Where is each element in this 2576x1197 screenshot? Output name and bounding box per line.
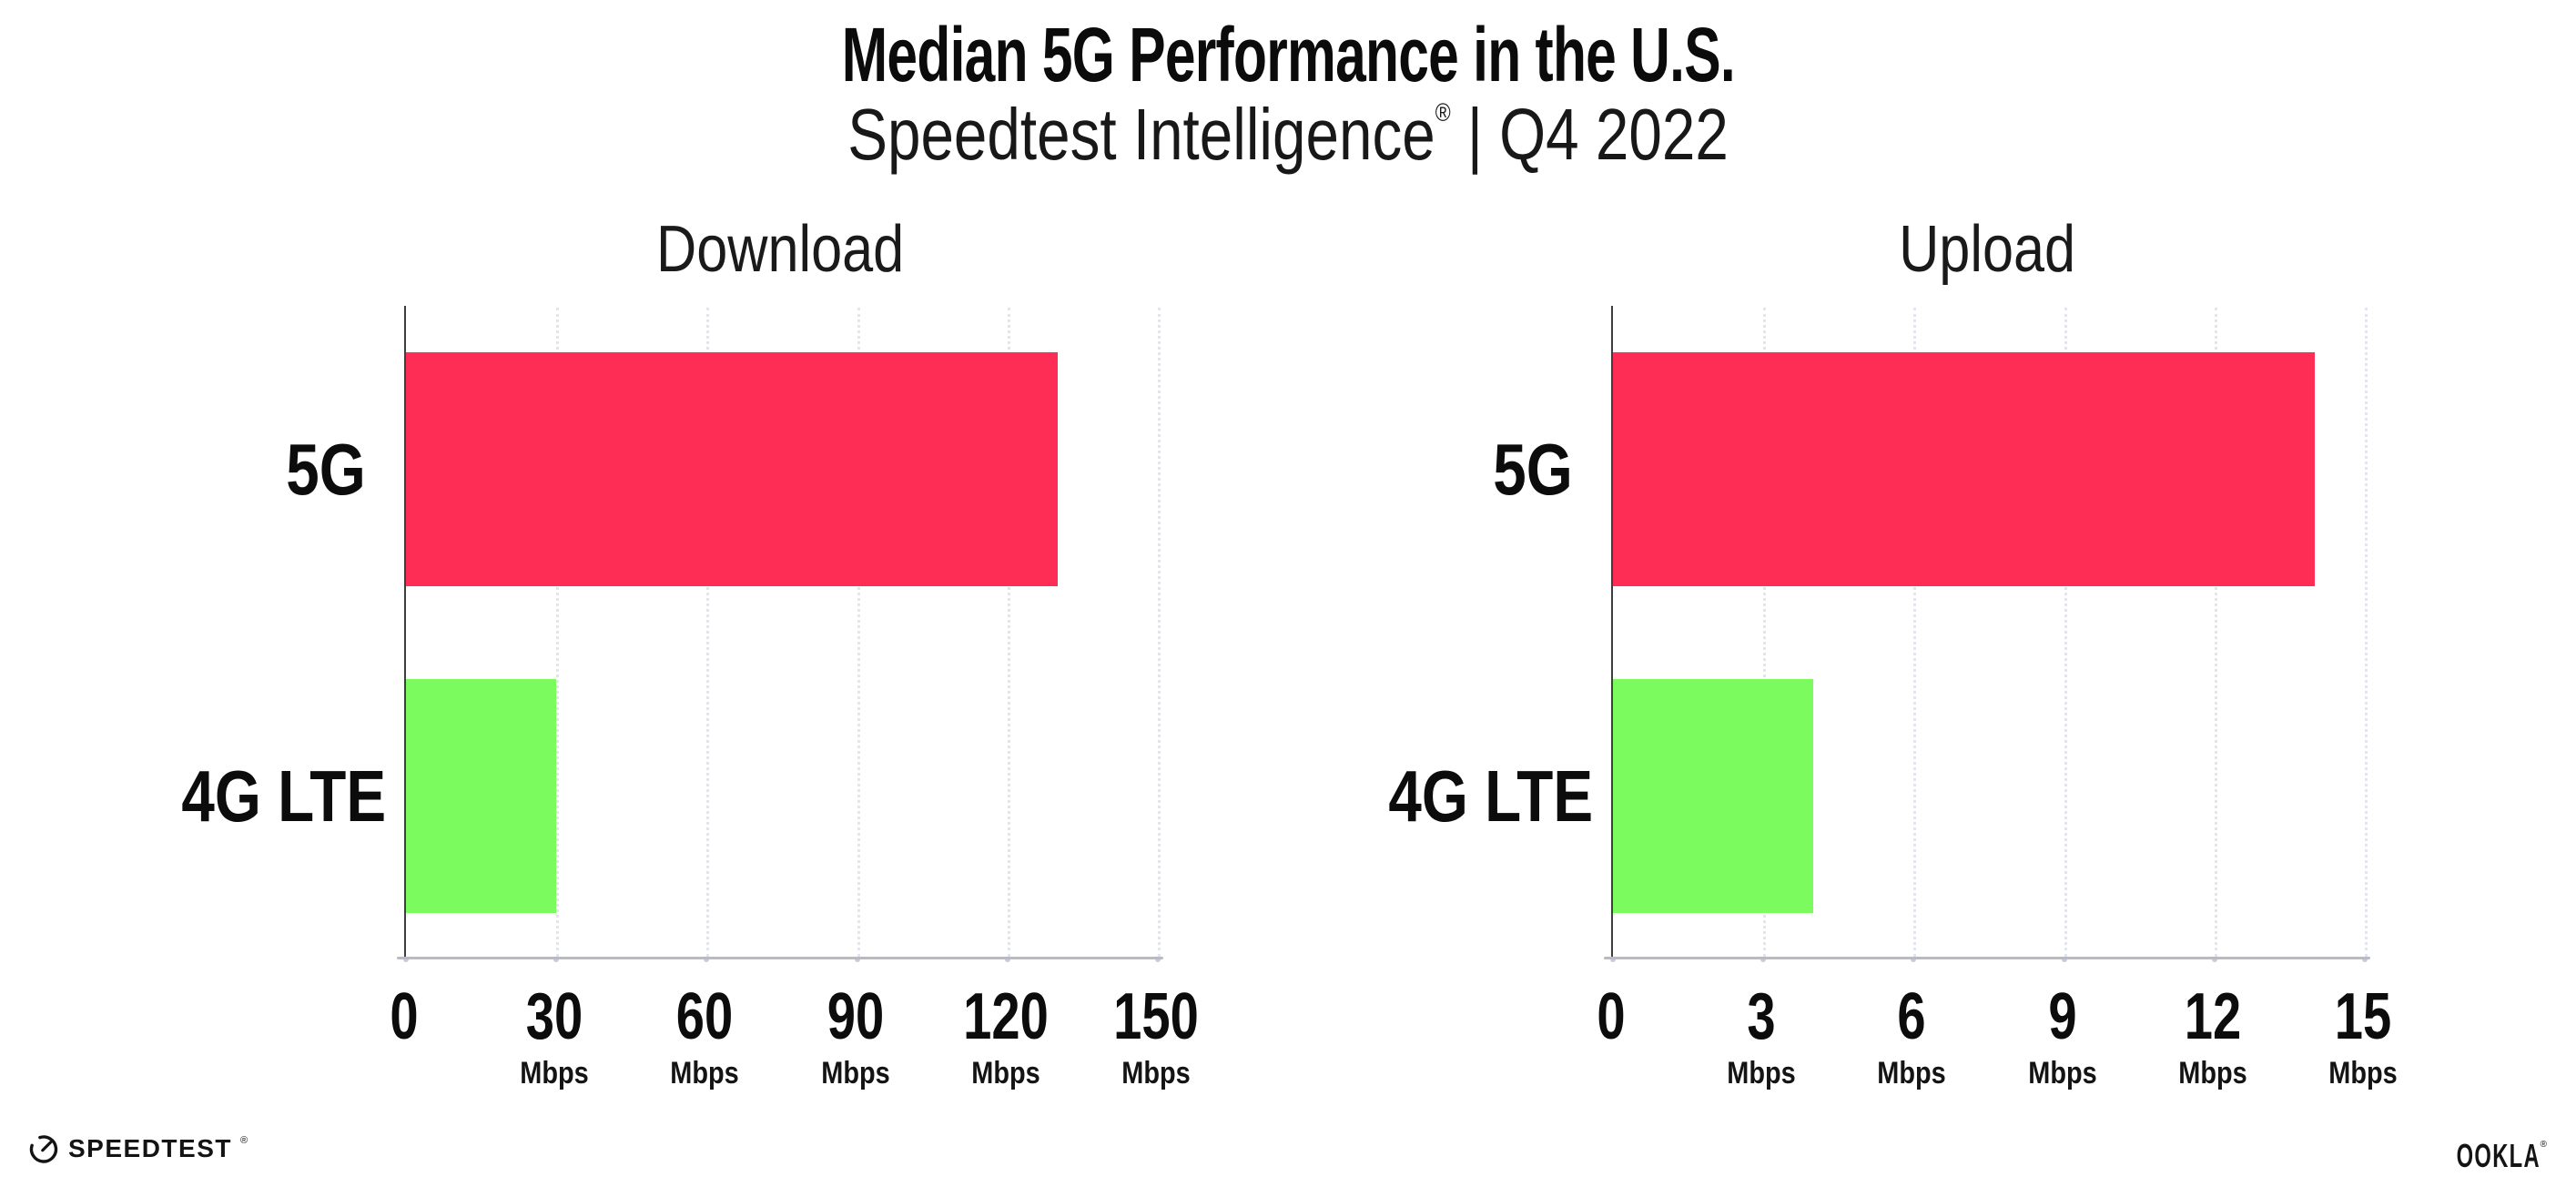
x-axis-line-download bbox=[397, 957, 1163, 959]
gridline-3 bbox=[1763, 308, 1767, 957]
axis-tick-dot-60 bbox=[704, 957, 710, 962]
x-tick-number: 9 bbox=[2047, 980, 2077, 1053]
axis-tick-dot-150 bbox=[1155, 957, 1161, 962]
x-tick-unit: Mbps bbox=[670, 1056, 740, 1090]
axis-tick-dot-9 bbox=[2061, 957, 2067, 962]
speedtest-gauge-icon bbox=[29, 1135, 58, 1163]
x-axis-line-upload bbox=[1604, 957, 2370, 959]
y-axis-label-4g-lte: 4G LTE bbox=[137, 759, 386, 833]
x-tick-number: 120 bbox=[962, 980, 1049, 1053]
x-tick-number: 15 bbox=[2334, 980, 2392, 1053]
gridline-15 bbox=[2365, 308, 2368, 957]
bar-4g-lte bbox=[1613, 679, 1814, 913]
x-tick-unit: Mbps bbox=[1727, 1056, 1796, 1090]
ookla-registered-icon: ® bbox=[2540, 1140, 2547, 1150]
plot-area-upload bbox=[1610, 306, 2368, 962]
gridline-90 bbox=[857, 308, 860, 957]
x-tick-150: 150 Mbps bbox=[1101, 984, 1211, 1089]
x-tick-number: 30 bbox=[525, 980, 583, 1053]
gauge-needle bbox=[41, 1141, 53, 1152]
y-axis-label-5g: 5G bbox=[137, 428, 366, 510]
x-tick-120: 120 Mbps bbox=[951, 984, 1060, 1089]
x-tick-unit: Mbps bbox=[820, 1056, 890, 1090]
x-tick-30: 30 Mbps bbox=[514, 984, 595, 1089]
x-tick-9: 9 Mbps bbox=[2022, 984, 2103, 1089]
speedtest-wordmark: SPEEDTEST bbox=[68, 1134, 232, 1162]
x-tick-unit: Mbps bbox=[2027, 1056, 2097, 1090]
x-tick-unit: Mbps bbox=[520, 1056, 589, 1090]
subtitle-brand: Speedtest Intelligence bbox=[847, 94, 1435, 175]
gauge-arc bbox=[29, 1135, 58, 1163]
page-title-text: Median 5G Performance in the U.S. bbox=[841, 12, 1735, 97]
x-tick-number: 90 bbox=[827, 980, 884, 1053]
chart-title-upload: Upload bbox=[1611, 217, 2363, 282]
x-tick-unit: Mbps bbox=[2178, 1056, 2247, 1090]
chart-title-download-text: Download bbox=[655, 213, 905, 286]
x-tick-3: 3 Mbps bbox=[1721, 984, 1802, 1089]
x-axis-ticks-download: 0 30 Mbps 60 Mbps 90 Mbps 120 Mbps 150 Mbps bbox=[390, 984, 1198, 1121]
axis-tick-dot-12 bbox=[2211, 957, 2217, 962]
gridline-60 bbox=[706, 308, 710, 957]
x-tick-6: 6 Mbps bbox=[1871, 984, 1952, 1089]
x-tick-15: 15 Mbps bbox=[2323, 984, 2404, 1089]
axis-tick-dot-0 bbox=[403, 957, 409, 962]
axis-tick-dot-90 bbox=[854, 957, 860, 962]
y-axis-label-4g-lte: 4G LTE bbox=[1344, 759, 1593, 833]
bar-4g-lte bbox=[406, 679, 557, 913]
x-axis-ticks-upload: 0 3 Mbps 6 Mbps 9 Mbps 12 Mbps 15 Mbps bbox=[1597, 984, 2397, 1121]
bar-5g bbox=[406, 352, 1058, 586]
gridline-12 bbox=[2214, 308, 2217, 957]
ookla-logo: OOKLA ® bbox=[2413, 1140, 2547, 1172]
y-axis-label-text: 4G LTE bbox=[181, 755, 387, 837]
x-tick-0: 0 bbox=[386, 984, 422, 1050]
chart-title-upload-text: Upload bbox=[1899, 213, 2075, 286]
x-tick-number: 0 bbox=[1597, 980, 1626, 1053]
subtitle: Speedtest Intelligence® | Q4 2022 bbox=[0, 95, 2576, 175]
x-tick-number: 3 bbox=[1747, 980, 1776, 1053]
x-tick-0: 0 bbox=[1593, 984, 1629, 1050]
speedtest-registered-icon: ® bbox=[239, 1135, 248, 1146]
y-axis-label-text: 5G bbox=[286, 428, 366, 510]
gridline-9 bbox=[2064, 308, 2067, 957]
y-axis-label-5g: 5G bbox=[1344, 428, 1573, 510]
x-tick-unit: Mbps bbox=[2328, 1056, 2398, 1090]
x-tick-number: 60 bbox=[676, 980, 734, 1053]
subtitle-period: | Q4 2022 bbox=[1450, 94, 1729, 175]
x-tick-60: 60 Mbps bbox=[664, 984, 745, 1089]
ookla-wordmark: OOKLA bbox=[2456, 1137, 2541, 1174]
axis-tick-dot-3 bbox=[1760, 957, 1767, 962]
x-tick-12: 12 Mbps bbox=[2172, 984, 2253, 1089]
axis-tick-dot-6 bbox=[1911, 957, 1917, 962]
speedtest-logo: SPEEDTEST ® bbox=[27, 1132, 248, 1165]
axis-tick-dot-15 bbox=[2362, 957, 2368, 962]
x-tick-unit: Mbps bbox=[971, 1056, 1040, 1090]
axis-tick-dot-30 bbox=[553, 957, 560, 962]
axis-tick-dot-120 bbox=[1004, 957, 1010, 962]
subtitle-text: Speedtest Intelligence® | Q4 2022 bbox=[847, 95, 1729, 175]
gridline-120 bbox=[1007, 308, 1010, 957]
y-axis-label-text: 4G LTE bbox=[1388, 755, 1594, 837]
x-tick-90: 90 Mbps bbox=[815, 984, 896, 1089]
x-tick-number: 150 bbox=[1113, 980, 1199, 1053]
x-tick-unit: Mbps bbox=[1877, 1056, 1947, 1090]
y-axis-label-text: 5G bbox=[1493, 428, 1573, 510]
axis-tick-dot-0 bbox=[1610, 957, 1616, 962]
plot-area-download bbox=[403, 306, 1161, 962]
chart-title-download: Download bbox=[404, 217, 1156, 282]
page-title: Median 5G Performance in the U.S. bbox=[0, 15, 2576, 95]
gridline-6 bbox=[1913, 308, 1917, 957]
x-tick-number: 0 bbox=[390, 980, 419, 1053]
x-tick-number: 12 bbox=[2184, 980, 2242, 1053]
x-tick-unit: Mbps bbox=[1121, 1056, 1191, 1090]
upload-chart: Upload 0 3 Mbps 6 Mbps 9 Mbps 12 Mbps 15 Mbps 5G 4G… bbox=[1344, 209, 2399, 1129]
bar-5g bbox=[1613, 352, 2315, 586]
gridline-150 bbox=[1158, 308, 1161, 957]
download-chart: Download 0 30 Mbps 60 Mbps 90 Mbps 120 Mbps 150 Mb… bbox=[137, 209, 1199, 1129]
registered-trademark-icon: ® bbox=[1435, 98, 1451, 127]
x-tick-number: 6 bbox=[1897, 980, 1927, 1053]
gridline-30 bbox=[556, 308, 560, 957]
